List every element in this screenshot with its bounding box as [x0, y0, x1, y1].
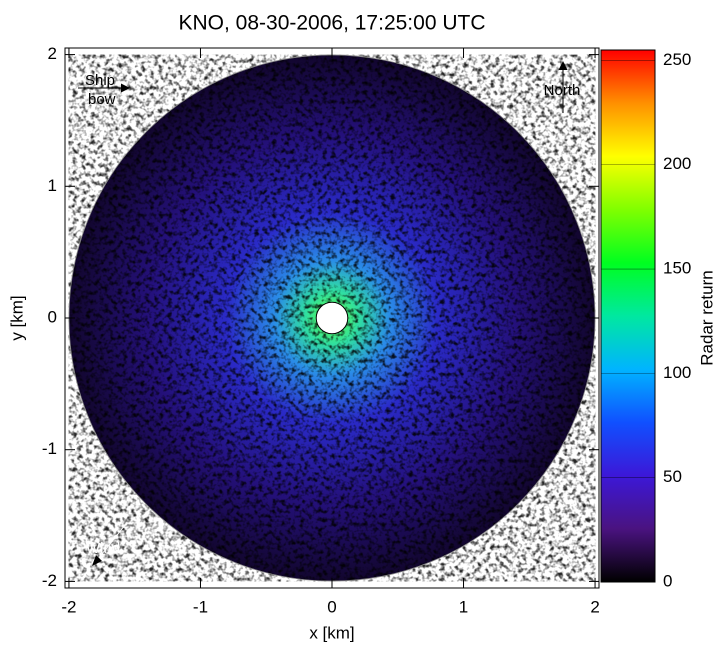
- x-tick-label: 1: [459, 597, 468, 616]
- y-tick-label: 2: [48, 44, 57, 63]
- arrow-head: [558, 61, 568, 70]
- colorbar-tick-label: 250: [663, 50, 691, 69]
- x-tick-label: -1: [193, 597, 208, 616]
- annotation: bow: [88, 91, 116, 108]
- x-tick-label: 2: [590, 597, 599, 616]
- colorbar-tick-label: 100: [663, 363, 691, 382]
- y-tick-label: 1: [48, 176, 57, 195]
- annotation: North: [544, 82, 581, 99]
- x-axis-label: x [km]: [309, 623, 354, 642]
- blank-center: [315, 301, 349, 335]
- colorbar-label: Radar return: [697, 270, 716, 365]
- colorbar-tick-label: 200: [663, 154, 691, 173]
- annotation: Ship: [85, 72, 115, 89]
- y-tick-label: -2: [42, 571, 57, 590]
- y-tick-label: 0: [48, 307, 57, 326]
- colorbar-tick-label: 0: [663, 571, 672, 590]
- colorbar: [600, 49, 656, 583]
- annotation: Wind: [86, 540, 120, 557]
- arrow-head: [121, 83, 130, 93]
- plot-area: [68, 54, 596, 582]
- wind-arrow: [97, 524, 126, 560]
- chart-title: KNO, 08-30-2006, 17:25:00 UTC: [178, 12, 485, 35]
- x-tick-label: 0: [327, 597, 336, 616]
- y-tick-label: -1: [42, 439, 57, 458]
- arrow-head: [92, 555, 102, 566]
- y-axis-label: y [km]: [7, 295, 26, 340]
- annotation-arrows: [78, 61, 568, 566]
- x-tick-label: -2: [61, 597, 76, 616]
- colorbar-tick-label: 50: [663, 467, 682, 486]
- colorbar-tick-label: 150: [663, 259, 691, 278]
